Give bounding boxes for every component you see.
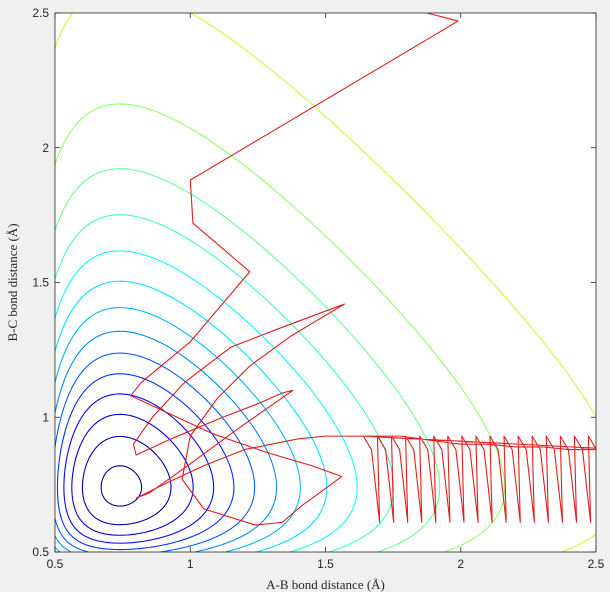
y-axis-label: B-C bond distance (Å): [5, 223, 20, 341]
axes: 0.5 1 1.5 2 2.5 0.5 1 1.5 2 2.5: [32, 6, 604, 571]
y-tick-label: 0.5: [32, 545, 49, 559]
x-tick-label: 1.5: [317, 557, 334, 571]
y-tick-label: 1: [42, 410, 49, 424]
y-tick-label: 2.5: [32, 6, 49, 20]
y-tick-label: 1.5: [32, 276, 49, 290]
contour-line: [71, 413, 194, 536]
x-axis-label: A-B bond distance (Å): [266, 577, 385, 592]
y-tick-label: 2: [42, 141, 49, 155]
contour-line: [55, 307, 301, 552]
x-tick-label: 1: [187, 557, 194, 571]
contour-line: [56, 373, 235, 551]
x-tick-label: 0.5: [47, 557, 64, 571]
trajectory-series: [130, 13, 596, 526]
contour-line: [81, 435, 172, 526]
x-tick-label: 2: [457, 557, 464, 571]
x-tick-label: 2.5: [588, 557, 605, 571]
contour-line: [55, 352, 256, 552]
trajectory-line: [130, 13, 596, 526]
plot-area-background: [55, 13, 596, 552]
contour-lines: [55, 13, 596, 552]
contour-line: [63, 393, 215, 544]
